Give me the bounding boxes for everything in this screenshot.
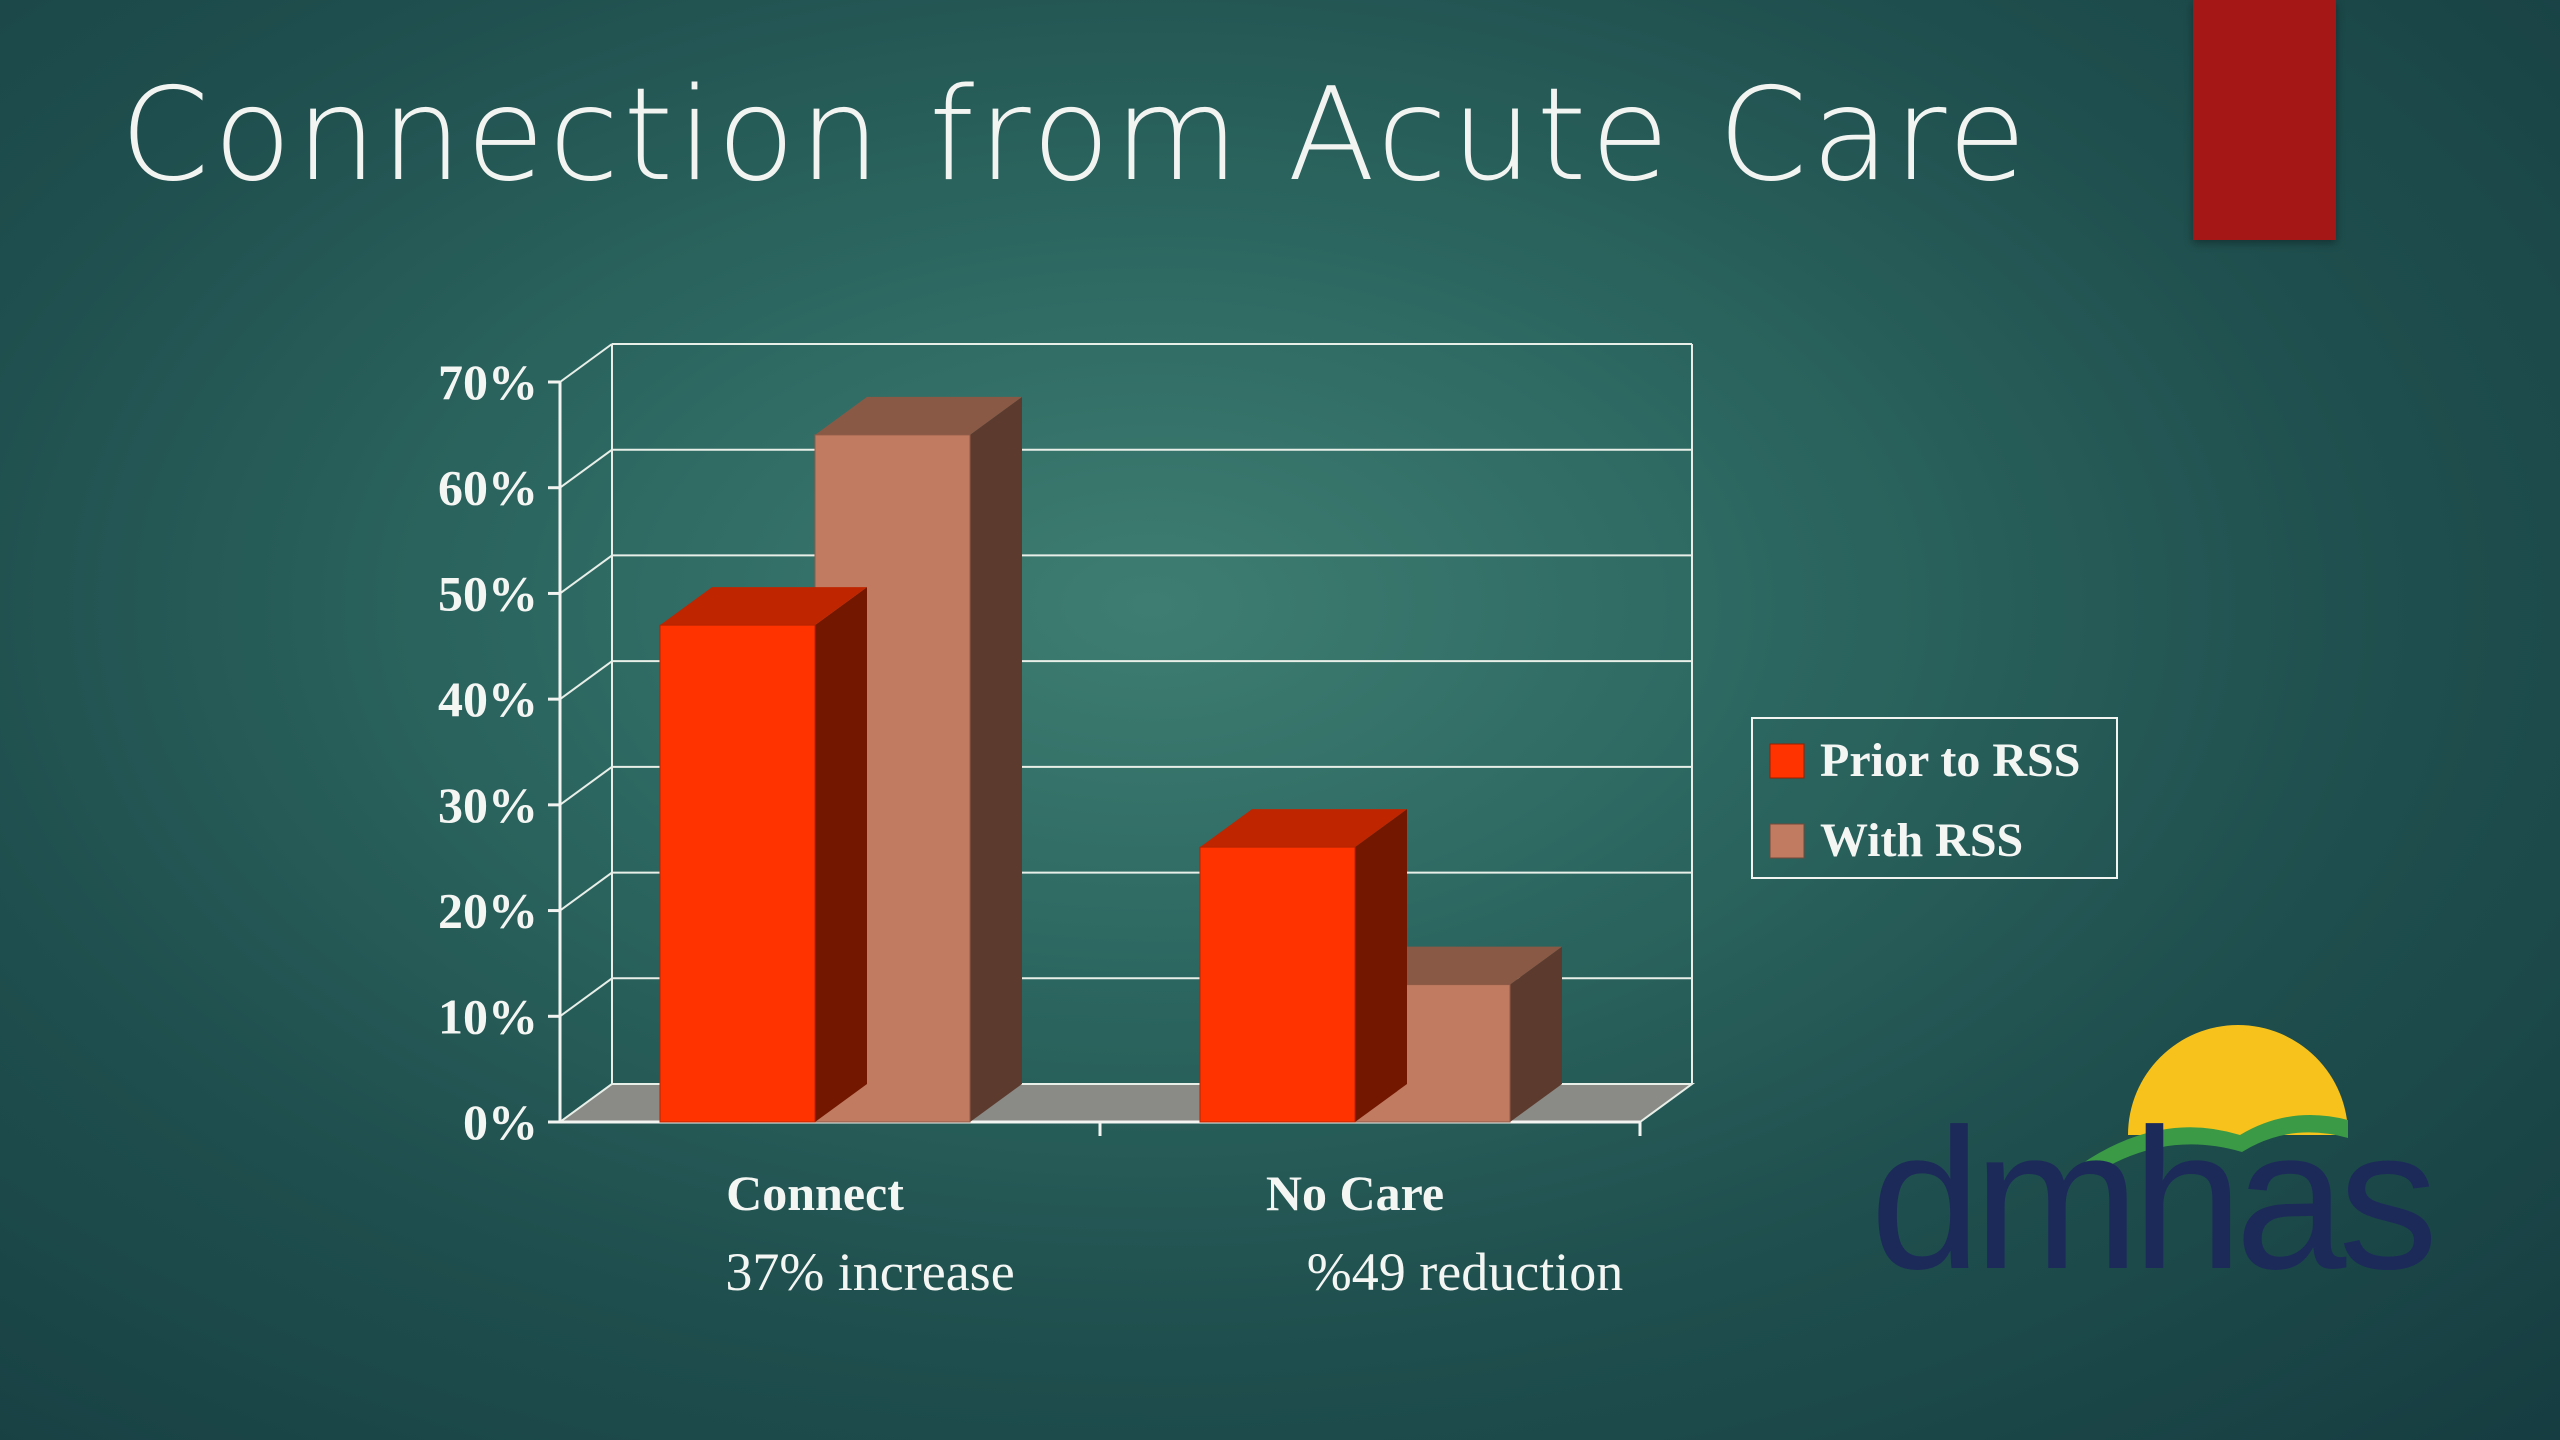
bar — [659, 624, 816, 1123]
category-note: 37% increase — [725, 1242, 1014, 1302]
bar-top — [815, 396, 1022, 435]
side-gridline — [559, 977, 613, 1018]
slide-title: Connection from Acute Care — [120, 61, 2031, 210]
legend-swatch — [1769, 823, 1805, 859]
bar-side — [1510, 946, 1562, 1122]
legend-label: Prior to RSS — [1820, 734, 2080, 787]
y-tick-label: 20% — [438, 883, 538, 939]
logo-text: dmhas — [1870, 1088, 2438, 1311]
side-gridline — [559, 554, 613, 595]
y-tick-label: 10% — [438, 988, 538, 1044]
side-gridline — [559, 448, 613, 489]
bar-top — [660, 587, 867, 626]
side-gridline — [559, 871, 613, 912]
x-tick-label: Connect — [726, 1165, 904, 1221]
bar-top — [1200, 809, 1407, 848]
legend-label: With RSS — [1820, 814, 2023, 867]
bar — [1199, 846, 1356, 1123]
dmhas-logo: dmhas — [1870, 1010, 2438, 1310]
legend-swatch — [1769, 743, 1805, 779]
legend-box — [1751, 717, 2118, 879]
y-tick-label: 30% — [438, 777, 538, 833]
y-tick-label: 50% — [438, 565, 538, 621]
side-gridline — [559, 766, 613, 806]
side-gridline — [559, 343, 613, 383]
y-tick-label: 70% — [438, 354, 538, 410]
x-tick-label: No Care — [1266, 1165, 1444, 1221]
bar-side — [815, 587, 867, 1122]
bar-side — [970, 396, 1022, 1122]
y-tick-label: 0% — [463, 1094, 538, 1150]
category-note: %49 reduction — [1307, 1242, 1623, 1302]
y-tick-label: 40% — [438, 671, 538, 727]
side-gridline — [559, 660, 613, 700]
bar-side — [1355, 809, 1407, 1122]
accent-bar — [2193, 0, 2336, 240]
sunrise-icon — [2080, 1025, 2348, 1170]
y-tick-label: 60% — [438, 460, 538, 516]
